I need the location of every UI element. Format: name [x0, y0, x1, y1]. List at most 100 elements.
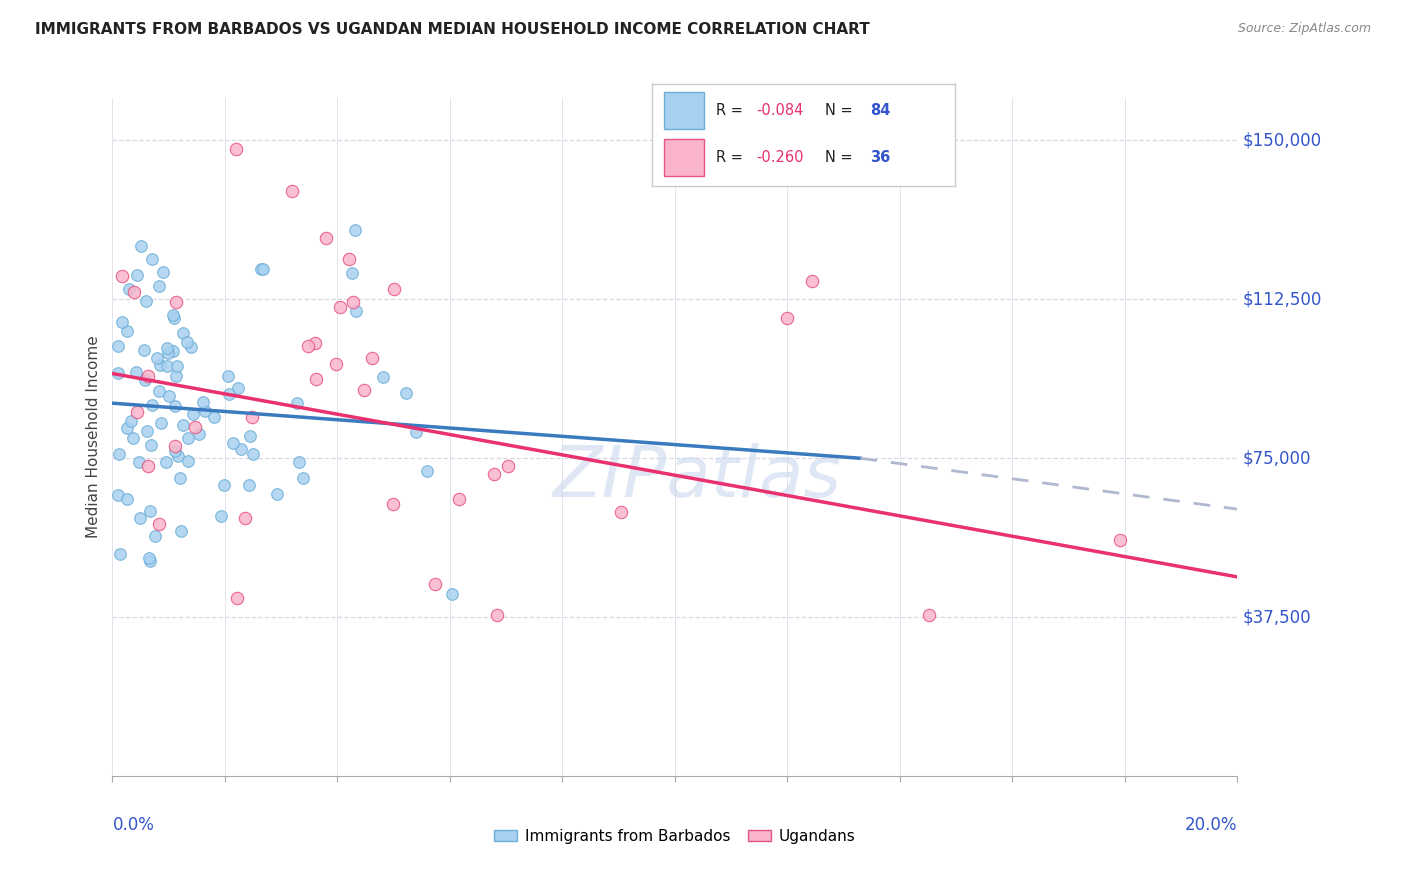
Point: [496, 458, 519, 473]
Point: [163, 399, 186, 413]
Point: [150, 417, 173, 431]
Point: [128, 455, 150, 469]
Text: $112,500: $112,500: [1243, 291, 1322, 309]
Text: -0.260: -0.260: [756, 150, 804, 165]
Text: -0.084: -0.084: [756, 103, 804, 118]
Point: [225, 591, 247, 606]
Point: [129, 239, 152, 253]
Point: [218, 387, 240, 401]
Point: [176, 431, 198, 445]
Point: [214, 477, 236, 491]
Text: 36: 36: [870, 150, 890, 165]
Point: [423, 577, 446, 591]
Point: [108, 447, 131, 461]
Point: [184, 419, 207, 434]
Y-axis label: Median Household Income: Median Household Income: [86, 335, 101, 539]
Point: [139, 554, 162, 568]
Text: N =: N =: [825, 150, 856, 165]
Point: [143, 529, 166, 543]
Point: [122, 285, 145, 299]
Point: [252, 262, 274, 277]
Text: $37,500: $37,500: [1243, 608, 1312, 626]
Point: [170, 524, 193, 538]
Point: [156, 341, 179, 355]
Point: [135, 294, 157, 309]
Point: [176, 335, 198, 350]
Point: [136, 368, 159, 383]
Point: [209, 508, 232, 523]
Point: [125, 268, 148, 283]
Text: Source: ZipAtlas.com: Source: ZipAtlas.com: [1237, 22, 1371, 36]
Point: [238, 478, 260, 492]
Point: [165, 369, 187, 384]
Point: [141, 398, 163, 412]
Point: [145, 351, 167, 366]
Point: [315, 231, 337, 245]
Point: [121, 431, 143, 445]
Point: [156, 359, 179, 373]
Point: [169, 471, 191, 485]
Point: [162, 311, 184, 326]
Point: [225, 142, 247, 156]
Point: [157, 389, 180, 403]
Point: [776, 311, 799, 326]
Point: [382, 282, 405, 296]
Text: 0.0%: 0.0%: [112, 816, 155, 834]
Text: $75,000: $75,000: [1243, 450, 1312, 467]
Point: [166, 359, 188, 373]
Point: [115, 492, 138, 507]
Text: R =: R =: [716, 103, 748, 118]
Point: [329, 300, 352, 314]
Point: [128, 511, 150, 525]
Point: [373, 369, 395, 384]
Text: $150,000: $150,000: [1243, 131, 1322, 150]
Point: [138, 550, 160, 565]
Point: [165, 444, 187, 458]
Point: [193, 395, 215, 409]
Point: [157, 346, 180, 360]
Point: [305, 371, 328, 385]
Point: [111, 315, 134, 329]
Point: [292, 470, 315, 484]
Point: [395, 386, 418, 401]
Point: [229, 442, 252, 456]
Point: [1108, 533, 1130, 547]
Text: 20.0%: 20.0%: [1185, 816, 1237, 834]
Text: N =: N =: [825, 103, 856, 118]
Point: [918, 608, 941, 623]
Point: [165, 294, 187, 309]
Point: [249, 261, 271, 276]
Point: [163, 438, 186, 452]
Point: [361, 351, 384, 365]
Point: [281, 184, 304, 198]
Point: [136, 458, 159, 473]
Point: [344, 222, 367, 236]
Point: [148, 384, 170, 398]
Text: 84: 84: [870, 103, 890, 118]
Legend: Immigrants from Barbados, Ugandans: Immigrants from Barbados, Ugandans: [488, 822, 862, 850]
Point: [110, 268, 132, 283]
Point: [202, 410, 225, 425]
Point: [107, 366, 129, 380]
Point: [342, 266, 364, 280]
Point: [125, 365, 148, 379]
Point: [242, 446, 264, 460]
Point: [325, 357, 347, 371]
Point: [447, 491, 470, 506]
Point: [107, 488, 129, 502]
Point: [233, 511, 256, 525]
Point: [172, 417, 194, 432]
Point: [187, 426, 209, 441]
Point: [285, 396, 308, 410]
Text: ZIPatlas: ZIPatlas: [553, 443, 842, 512]
Point: [152, 265, 174, 279]
Point: [240, 409, 263, 424]
Point: [288, 455, 311, 469]
Point: [141, 252, 163, 266]
Point: [484, 467, 506, 482]
Point: [226, 381, 249, 395]
Point: [177, 454, 200, 468]
Point: [117, 421, 139, 435]
Point: [139, 504, 162, 518]
Point: [610, 505, 633, 519]
